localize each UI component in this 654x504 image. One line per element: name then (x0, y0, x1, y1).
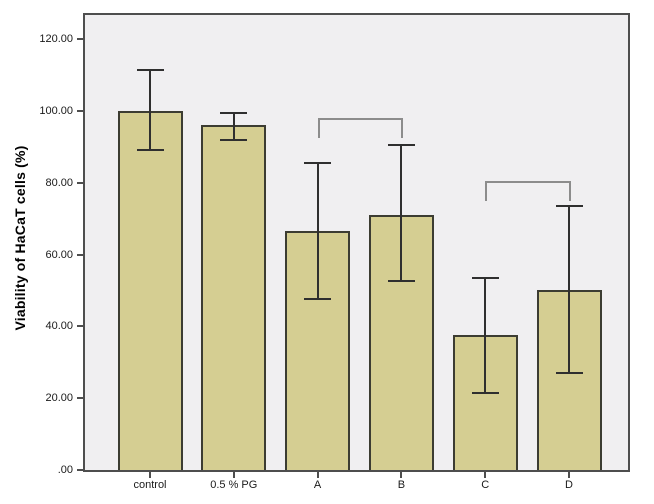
error-bar-line (400, 144, 403, 282)
error-bar-cap-top (220, 111, 248, 114)
x-tick-label: B (397, 479, 406, 491)
error-bar-cap-bottom (555, 372, 583, 375)
y-tick-label: 40.00 (45, 320, 73, 333)
significance-bracket-leg-right (569, 180, 571, 201)
significance-bracket-bar (317, 118, 404, 121)
y-axis-tick (77, 253, 83, 256)
error-bar-cap-top (136, 68, 164, 71)
error-bar-cap-bottom (136, 149, 164, 152)
significance-bracket-leg-left (317, 118, 320, 139)
bar-0-5-pg (201, 125, 267, 470)
y-axis-tick (77, 325, 83, 328)
y-tick-label: 120.00 (39, 33, 73, 45)
error-bar-cap-top (304, 161, 332, 164)
y-axis-tick (77, 469, 83, 471)
error-bar-cap-bottom (471, 391, 499, 394)
y-axis-title: Viability of HaCaT cells (%) (12, 145, 28, 331)
y-axis-tick (77, 181, 83, 184)
error-bar-line (232, 112, 235, 140)
x-axis-tick (149, 472, 151, 478)
x-axis-tick (400, 472, 403, 478)
error-bar-line (149, 69, 151, 151)
significance-bracket-bar (485, 180, 571, 183)
x-tick-label: D (565, 479, 573, 491)
bar-control (117, 110, 183, 470)
error-bar-line (484, 277, 487, 393)
error-bar-cap-top (471, 276, 499, 279)
y-tick-label: .00 (57, 464, 73, 476)
x-axis-tick (484, 472, 487, 478)
y-tick-label: 60.00 (45, 248, 73, 261)
y-tick-label: 80.00 (45, 176, 73, 189)
x-tick-label: C (481, 479, 490, 491)
x-tick-label: control (133, 479, 167, 491)
x-axis-tick (232, 472, 235, 478)
error-bar-cap-top (555, 205, 583, 207)
y-tick-label: 20.00 (45, 392, 73, 405)
x-tick-label: A (313, 479, 322, 491)
x-axis-tick (316, 472, 319, 478)
error-bar-cap-bottom (387, 280, 415, 283)
y-axis-tick (77, 109, 83, 112)
significance-bracket-leg-left (485, 180, 488, 201)
y-axis-tick (77, 38, 83, 40)
x-tick-label: 0.5 % PG (210, 479, 258, 491)
y-axis-tick (77, 397, 83, 400)
error-bar-line (568, 206, 570, 373)
x-axis-tick (568, 472, 570, 478)
error-bar-cap-top (387, 143, 415, 146)
y-tick-label: 100.00 (39, 104, 73, 117)
significance-bracket-leg-right (401, 118, 404, 139)
error-bar-cap-bottom (304, 298, 332, 301)
error-bar-cap-bottom (220, 138, 248, 141)
error-bar-line (316, 162, 319, 300)
